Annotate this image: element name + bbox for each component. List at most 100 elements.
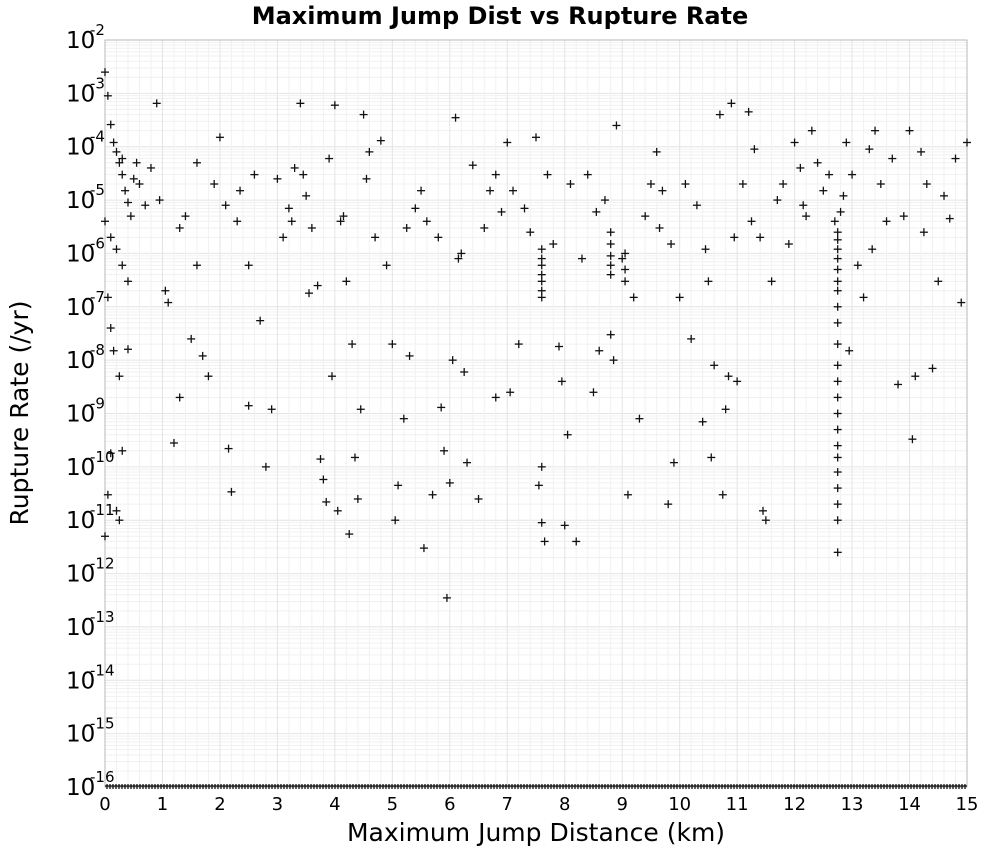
data-point bbox=[917, 147, 926, 156]
data-point bbox=[402, 223, 411, 232]
y-tick-label-base: 10 bbox=[66, 135, 95, 161]
data-point bbox=[405, 351, 414, 360]
data-point bbox=[623, 490, 632, 499]
data-point bbox=[244, 401, 253, 410]
data-point bbox=[365, 147, 374, 156]
data-point bbox=[325, 154, 334, 163]
data-point bbox=[434, 233, 443, 242]
data-point bbox=[687, 334, 696, 343]
data-point bbox=[652, 147, 661, 156]
data-point bbox=[833, 235, 842, 244]
data-point bbox=[876, 180, 885, 189]
y-tick-label-base: 10 bbox=[66, 775, 95, 801]
data-point bbox=[621, 249, 630, 258]
data-point bbox=[744, 107, 753, 116]
x-tick-label: 6 bbox=[444, 794, 455, 815]
data-point bbox=[307, 223, 316, 232]
data-point bbox=[394, 481, 403, 490]
data-point bbox=[833, 409, 842, 418]
y-tick-label-base: 10 bbox=[66, 722, 95, 748]
data-point bbox=[261, 462, 270, 471]
data-point bbox=[526, 228, 535, 237]
data-point bbox=[825, 170, 834, 179]
data-point bbox=[692, 201, 701, 210]
data-point bbox=[497, 207, 506, 216]
data-point bbox=[445, 478, 454, 487]
data-point bbox=[327, 372, 336, 381]
data-point bbox=[710, 361, 719, 370]
data-point bbox=[284, 204, 293, 213]
data-point bbox=[279, 233, 288, 242]
data-point bbox=[506, 388, 515, 397]
data-point bbox=[322, 497, 331, 506]
data-point bbox=[951, 154, 960, 163]
data-point bbox=[463, 458, 472, 467]
data-point bbox=[833, 318, 842, 327]
data-point bbox=[132, 158, 141, 167]
y-tick-label-exponent: -7 bbox=[90, 288, 105, 306]
data-point bbox=[296, 99, 305, 108]
data-point bbox=[339, 212, 348, 221]
data-point bbox=[566, 180, 575, 189]
data-point bbox=[621, 265, 630, 274]
data-point bbox=[123, 345, 132, 354]
data-point bbox=[486, 186, 495, 195]
data-point bbox=[592, 207, 601, 216]
data-point bbox=[227, 487, 236, 496]
data-point bbox=[905, 126, 914, 135]
x-tick-label: 9 bbox=[616, 794, 627, 815]
data-point bbox=[807, 126, 816, 135]
data-point bbox=[348, 340, 357, 349]
x-tick-label: 2 bbox=[214, 794, 225, 815]
data-point bbox=[106, 324, 115, 333]
data-point bbox=[382, 261, 391, 270]
x-tick-label: 1 bbox=[157, 794, 168, 815]
y-tick-label-base: 10 bbox=[66, 562, 95, 588]
x-tick-label: 3 bbox=[272, 794, 283, 815]
data-point bbox=[833, 277, 842, 286]
data-point bbox=[715, 110, 724, 119]
data-point bbox=[554, 342, 563, 351]
data-point bbox=[721, 405, 730, 414]
data-point bbox=[319, 475, 328, 484]
data-point bbox=[146, 163, 155, 172]
y-tick-label-base: 10 bbox=[66, 668, 95, 694]
data-point bbox=[833, 377, 842, 386]
data-point bbox=[267, 405, 276, 414]
data-point bbox=[175, 223, 184, 232]
data-point bbox=[534, 481, 543, 490]
data-point bbox=[572, 537, 581, 546]
data-point bbox=[118, 170, 127, 179]
data-point bbox=[667, 240, 676, 249]
data-point bbox=[629, 293, 638, 302]
data-points bbox=[101, 68, 971, 789]
data-point bbox=[112, 506, 121, 515]
y-tick-label-base: 10 bbox=[66, 295, 95, 321]
data-point bbox=[129, 174, 138, 183]
data-point bbox=[537, 462, 546, 471]
y-tick-label-base: 10 bbox=[66, 241, 95, 267]
data-point bbox=[503, 138, 512, 147]
data-point bbox=[520, 204, 529, 213]
y-tick-label-exponent: -16 bbox=[90, 768, 115, 786]
data-point bbox=[537, 261, 546, 270]
data-point bbox=[290, 163, 299, 172]
data-point bbox=[399, 414, 408, 423]
data-point bbox=[833, 245, 842, 254]
data-point bbox=[606, 270, 615, 279]
data-point bbox=[664, 500, 673, 509]
data-point bbox=[152, 99, 161, 108]
data-point bbox=[115, 158, 124, 167]
data-point bbox=[126, 212, 135, 221]
data-point bbox=[221, 201, 230, 210]
data-point bbox=[101, 217, 109, 226]
y-tick-label-exponent: -5 bbox=[90, 181, 105, 199]
data-point bbox=[899, 212, 908, 221]
y-tick-label-base: 10 bbox=[66, 28, 95, 54]
data-point bbox=[621, 277, 630, 286]
data-point bbox=[442, 593, 451, 602]
data-point bbox=[509, 186, 518, 195]
data-point bbox=[865, 145, 874, 154]
data-point bbox=[940, 191, 949, 200]
data-point bbox=[305, 289, 314, 298]
